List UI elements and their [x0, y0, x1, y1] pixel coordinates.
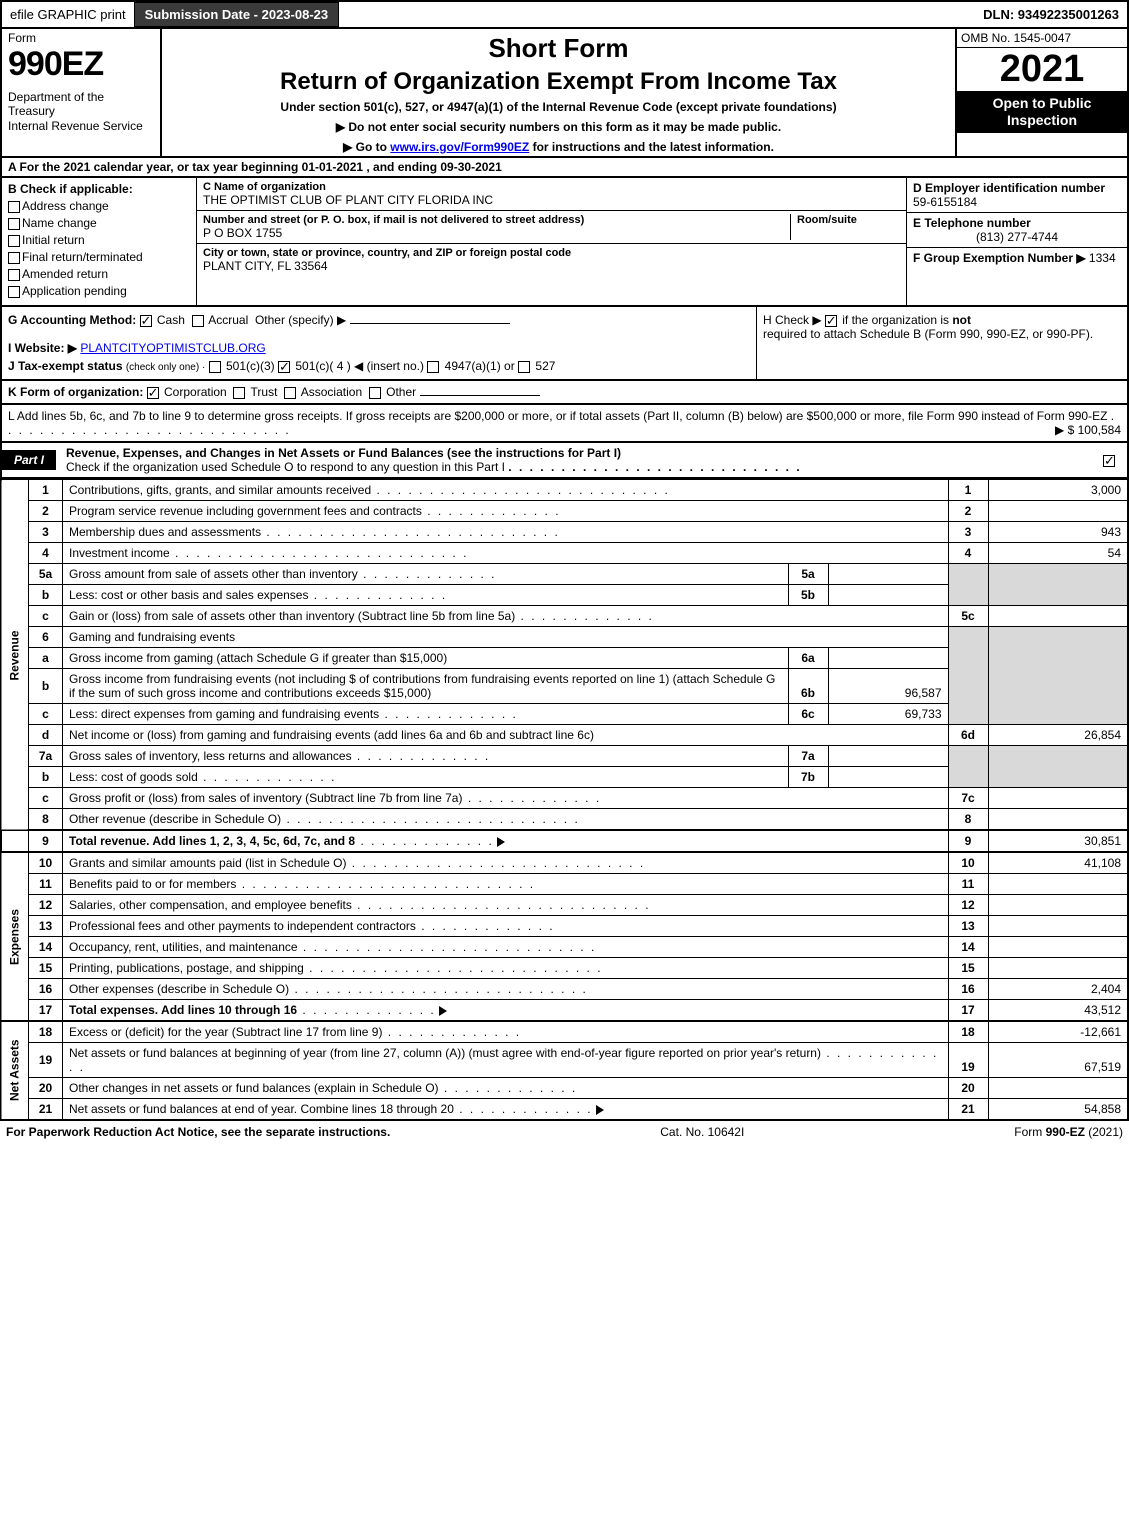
- row-l: L Add lines 5b, 6c, and 7b to line 9 to …: [0, 405, 1129, 443]
- paperwork-notice: For Paperwork Reduction Act Notice, see …: [6, 1125, 390, 1139]
- chk-accrual[interactable]: [192, 315, 204, 327]
- short-form-title: Short Form: [168, 33, 949, 64]
- website-link[interactable]: PLANTCITYOPTIMISTCLUB.ORG: [80, 341, 265, 355]
- c-name-label: C Name of organization: [203, 181, 900, 193]
- row-j: J Tax-exempt status (check only one) · 5…: [8, 359, 750, 373]
- row-i: I Website: ▶ PLANTCITYOPTIMISTCLUB.ORG: [8, 341, 750, 355]
- chk-501c[interactable]: [278, 361, 290, 373]
- chk-initial-return[interactable]: Initial return: [8, 233, 190, 247]
- omb-number: OMB No. 1545-0047: [957, 29, 1127, 48]
- row-h: H Check ▶ if the organization is not req…: [757, 307, 1127, 379]
- chk-schedule-o[interactable]: [1103, 455, 1115, 467]
- dln-label: DLN: 93492235001263: [975, 3, 1127, 26]
- open-to-public: Open to Public Inspection: [957, 91, 1127, 133]
- chk-application-pending[interactable]: Application pending: [8, 284, 190, 298]
- top-bar: efile GRAPHIC print Submission Date - 20…: [0, 0, 1129, 29]
- goto-line: ▶ Go to www.irs.gov/Form990EZ for instru…: [168, 140, 949, 154]
- chk-trust[interactable]: [233, 387, 245, 399]
- form-ref: Form 990-EZ (2021): [1014, 1125, 1123, 1139]
- org-name: THE OPTIMIST CLUB OF PLANT CITY FLORIDA …: [203, 193, 900, 207]
- c-street-label: Number and street (or P. O. box, if mail…: [203, 214, 790, 226]
- group-exempt-label: F Group Exemption Number ▶: [913, 251, 1086, 265]
- row-a-tax-year: A For the 2021 calendar year, or tax yea…: [0, 158, 1129, 178]
- department-label: Department of the Treasury Internal Reve…: [8, 90, 154, 133]
- chk-other-org[interactable]: [369, 387, 381, 399]
- chk-4947[interactable]: [427, 361, 439, 373]
- do-not-enter: ▶ Do not enter social security numbers o…: [168, 120, 949, 134]
- submission-date-button[interactable]: Submission Date - 2023-08-23: [134, 2, 340, 27]
- section-def: D Employer identification number 59-6155…: [907, 178, 1127, 305]
- b-header: B Check if applicable:: [8, 182, 190, 196]
- row-g: G Accounting Method: Cash Accrual Other …: [8, 313, 750, 327]
- net-assets-label: Net Assets: [1, 1021, 29, 1120]
- chk-527[interactable]: [518, 361, 530, 373]
- part-1-header: Part I Revenue, Expenses, and Changes in…: [0, 443, 1129, 479]
- chk-address-change[interactable]: Address change: [8, 199, 190, 213]
- part-1-title: Revenue, Expenses, and Changes in Net As…: [66, 446, 621, 460]
- form-header: Form 990EZ Department of the Treasury In…: [0, 29, 1129, 158]
- chk-final-return[interactable]: Final return/terminated: [8, 250, 190, 264]
- under-section: Under section 501(c), 527, or 4947(a)(1)…: [168, 100, 949, 114]
- entity-block: B Check if applicable: Address change Na…: [0, 178, 1129, 307]
- group-exempt-value: 1334: [1089, 251, 1116, 265]
- section-c: C Name of organization THE OPTIMIST CLUB…: [197, 178, 907, 305]
- row-k: K Form of organization: Corporation Trus…: [0, 381, 1129, 405]
- tax-year: 2021: [957, 48, 1127, 91]
- chk-cash[interactable]: [140, 315, 152, 327]
- room-suite-label: Room/suite: [797, 214, 900, 226]
- part-1-sub: Check if the organization used Schedule …: [66, 460, 505, 474]
- irs-link[interactable]: www.irs.gov/Form990EZ: [390, 140, 529, 154]
- form-code: 990EZ: [8, 45, 154, 84]
- block-gh: G Accounting Method: Cash Accrual Other …: [0, 307, 1129, 381]
- c-city-label: City or town, state or province, country…: [203, 247, 900, 259]
- cat-no: Cat. No. 10642I: [660, 1125, 744, 1139]
- chk-name-change[interactable]: Name change: [8, 216, 190, 230]
- part-1-tag: Part I: [2, 450, 56, 470]
- main-title: Return of Organization Exempt From Incom…: [168, 68, 949, 96]
- chk-sched-b[interactable]: [825, 315, 837, 327]
- telephone-label: E Telephone number: [913, 216, 1121, 230]
- section-b: B Check if applicable: Address change Na…: [2, 178, 197, 305]
- part-1-table: Revenue 1 Contributions, gifts, grants, …: [0, 479, 1129, 1121]
- expenses-label: Expenses: [1, 852, 29, 1021]
- chk-corporation[interactable]: [147, 387, 159, 399]
- org-city: PLANT CITY, FL 33564: [203, 259, 900, 273]
- form-word: Form: [8, 31, 154, 45]
- chk-amended-return[interactable]: Amended return: [8, 267, 190, 281]
- ein-label: D Employer identification number: [913, 181, 1121, 195]
- telephone-value: (813) 277-4744: [913, 230, 1121, 244]
- org-street: P O BOX 1755: [203, 226, 790, 240]
- page-footer: For Paperwork Reduction Act Notice, see …: [0, 1121, 1129, 1143]
- revenue-label: Revenue: [1, 480, 29, 831]
- chk-501c3[interactable]: [209, 361, 221, 373]
- ein-value: 59-6155184: [913, 195, 1121, 209]
- chk-association[interactable]: [284, 387, 296, 399]
- efile-label: efile GRAPHIC print: [2, 3, 134, 26]
- gross-receipts-value: ▶ $ 100,584: [1055, 423, 1121, 437]
